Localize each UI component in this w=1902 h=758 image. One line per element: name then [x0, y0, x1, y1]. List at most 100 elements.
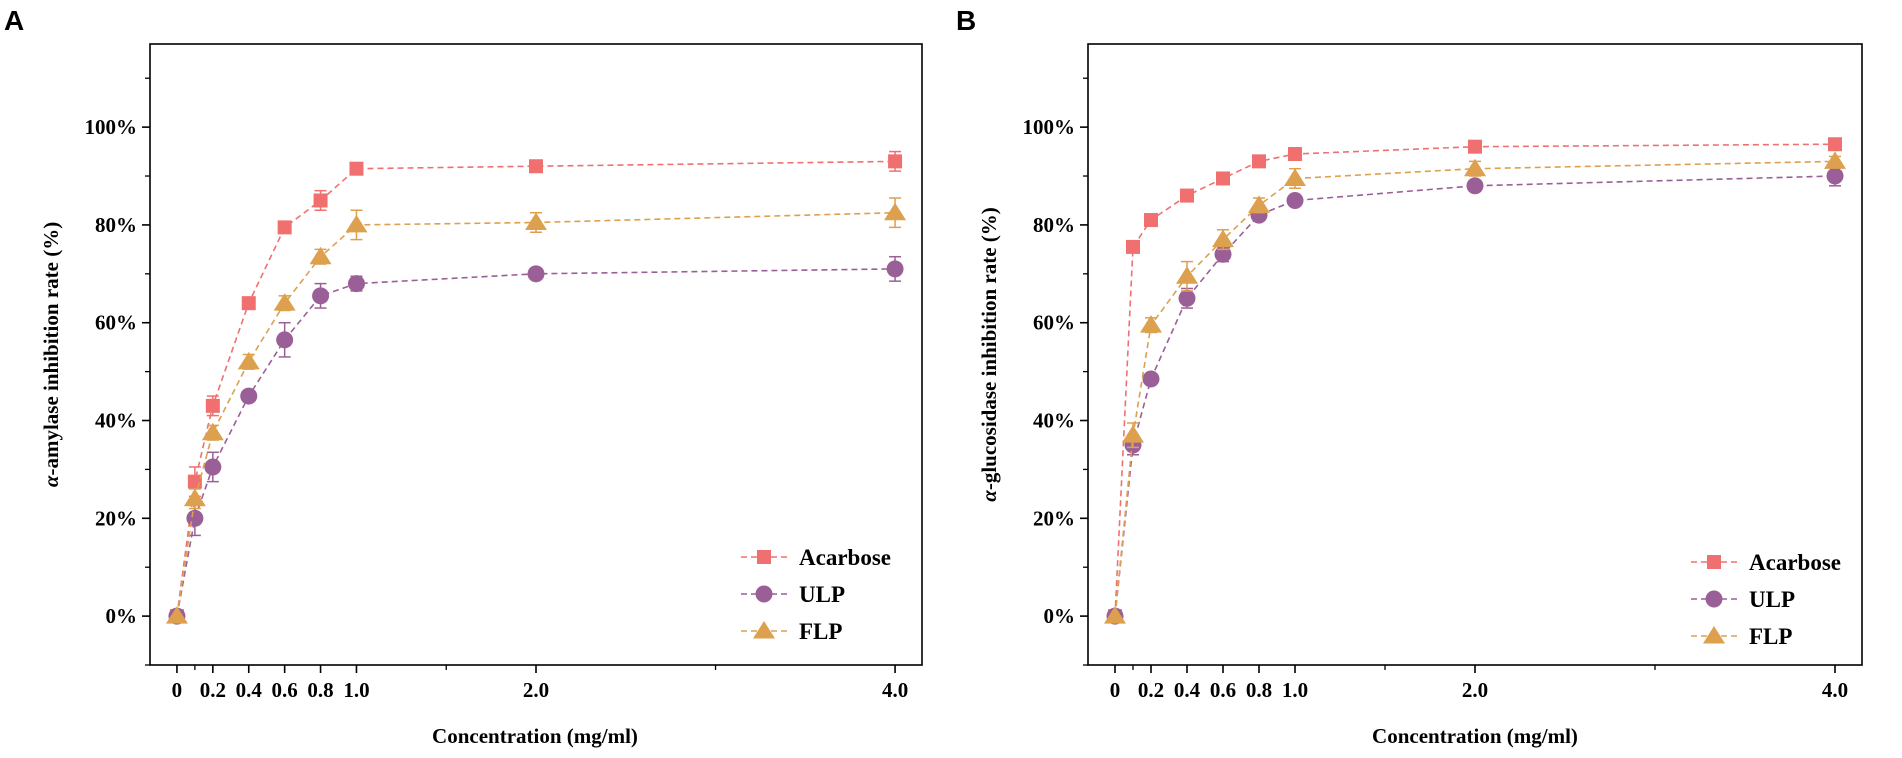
data-point [1142, 370, 1160, 388]
data-point [349, 161, 364, 176]
x-tick-label: 4.0 [882, 678, 908, 702]
data-point [527, 265, 545, 283]
series-line [176, 160, 896, 617]
x-tick-label: 1.0 [1282, 678, 1308, 702]
data-point [1216, 171, 1230, 186]
legend-label: FLP [1749, 624, 1792, 649]
data-point [186, 509, 204, 527]
x-tick-label: 2.0 [523, 678, 549, 702]
legend-marker [757, 550, 771, 564]
data-point [1144, 213, 1158, 228]
data-point [276, 331, 294, 349]
legend-label: Acarbose [799, 545, 891, 570]
legend-marker [753, 621, 775, 639]
data-point [1178, 289, 1196, 307]
legend-marker [1707, 555, 1721, 569]
legend-item: FLP [1691, 624, 1792, 649]
x-axis-title: Concentration (mg/ml) [432, 724, 638, 748]
legend-item: ULP [741, 582, 845, 607]
data-point [1252, 154, 1266, 169]
x-tick-label: 0.4 [1174, 678, 1201, 702]
legend-marker [755, 585, 773, 603]
data-point [1176, 266, 1198, 284]
data-point [1464, 158, 1486, 177]
y-tick-label: 0% [1044, 604, 1076, 628]
data-point [525, 212, 547, 230]
data-point [1286, 191, 1304, 209]
data-point [187, 474, 202, 489]
y-tick-label: 100% [1023, 115, 1076, 139]
data-point [204, 458, 222, 476]
data-point [888, 154, 903, 169]
x-tick-label: 0 [1110, 678, 1121, 702]
data-point [1468, 139, 1482, 154]
panel-letter-b: B [956, 5, 976, 36]
data-point [205, 398, 220, 413]
x-tick-label: 0.6 [1210, 678, 1236, 702]
data-point [1104, 606, 1126, 624]
y-tick-label: 80% [95, 213, 137, 237]
x-tick-label: 0.2 [1138, 678, 1164, 702]
x-tick-label: 4.0 [1822, 678, 1848, 702]
data-point [1212, 229, 1234, 248]
data-point [1288, 147, 1302, 162]
data-point [201, 422, 224, 441]
x-tick-label: 0.2 [200, 678, 226, 702]
data-point [1180, 188, 1194, 203]
legend-item: Acarbose [1691, 550, 1841, 575]
chart-a-alpha-amylase: 0% 20% 40% 60% 80% 100% 0 0.2 0.4 0.6 0.8 1.0 2.0 4.0… [39, 43, 923, 748]
y-tick-label: 0% [106, 604, 138, 628]
chart-b-alpha-glucosidase: 0% 20% 40% 60% 80% 100% 0 0.2 0.4 0.6 0.8 1.0 2.0 4.0… [977, 43, 1863, 748]
data-point [183, 488, 206, 507]
series-flp [165, 197, 907, 624]
data-point [312, 287, 330, 305]
series-acarbose [1108, 137, 1842, 624]
data-point [277, 220, 292, 235]
data-point [1828, 137, 1842, 152]
data-point [240, 387, 258, 405]
y-tick-label: 40% [95, 409, 137, 433]
y-tick-label: 100% [85, 115, 138, 139]
y-tick-label: 60% [95, 311, 137, 335]
legend-item: Acarbose [741, 545, 891, 570]
data-point [313, 193, 328, 208]
data-point [1126, 239, 1140, 254]
data-point [1140, 315, 1162, 333]
legend-label: Acarbose [1749, 550, 1841, 575]
data-point [345, 214, 368, 233]
legend-item: ULP [1691, 587, 1795, 612]
legend: Acarbose ULP FLP [1691, 550, 1841, 649]
x-tick-label: 0.4 [236, 678, 263, 702]
data-point [1122, 425, 1144, 443]
y-tick-label: 80% [1033, 213, 1075, 237]
legend-label: ULP [1749, 587, 1795, 612]
data-point [237, 351, 260, 370]
data-point [273, 293, 296, 311]
data-point [347, 275, 365, 293]
x-tick-label: 1.0 [343, 678, 369, 702]
legend-label: FLP [799, 619, 842, 644]
panel-a: A 0% 20% 40% 60% 80% 100% 0 0.2 0.4 0.6 0.8 1.0 2.0 4… [4, 5, 923, 748]
data-point [309, 246, 332, 265]
series-flp [1104, 151, 1846, 624]
data-point [1248, 195, 1270, 213]
y-tick-label: 20% [95, 506, 137, 530]
legend-marker [1703, 626, 1725, 644]
data-point [1824, 151, 1846, 169]
x-axis-title: Concentration (mg/ml) [1372, 724, 1578, 748]
data-point [1466, 177, 1484, 195]
x-tick-label: 0.8 [1246, 678, 1272, 702]
legend-marker [1705, 590, 1723, 608]
y-tick-label: 40% [1033, 409, 1075, 433]
y-axis-title: α-amylase inhibition rate (%) [39, 222, 63, 487]
x-tick-label: 0 [172, 678, 183, 702]
y-tick-label: 60% [1033, 311, 1075, 335]
data-point [165, 606, 188, 624]
data-point [1284, 168, 1306, 186]
data-point [884, 202, 907, 221]
data-point [529, 159, 543, 174]
legend-item: FLP [741, 619, 842, 644]
x-tick-label: 0.8 [307, 678, 333, 702]
